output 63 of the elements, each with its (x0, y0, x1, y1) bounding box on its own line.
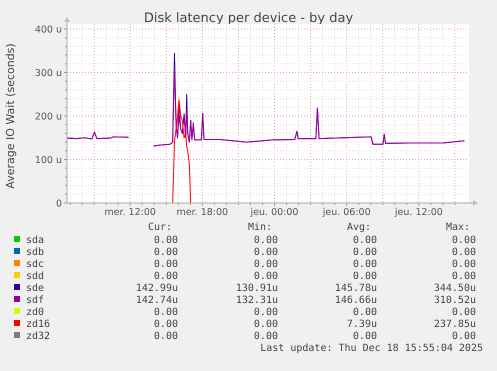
y-tick-label: 400 u (34, 24, 62, 36)
text: 0.00 (154, 331, 178, 342)
text: 0.00 (352, 235, 377, 246)
text: 0.00 (254, 259, 278, 270)
text: 0.00 (154, 319, 178, 330)
legend-label: sde (26, 283, 44, 294)
chart-title: Disk latency per device - by day (144, 11, 354, 26)
text: 0.00 (352, 247, 377, 258)
text: 0.00 (254, 235, 278, 246)
y-tick-label: 100 u (34, 155, 62, 166)
text: 0.00 (254, 319, 278, 330)
text: 130.91u (236, 283, 278, 294)
text: 0.00 (452, 307, 476, 318)
text: Avg: (346, 222, 372, 233)
text: 142.99u (136, 283, 178, 294)
text: 0.00 (352, 307, 377, 318)
text: 0.00 (352, 331, 377, 342)
text: 344.50u (434, 283, 476, 294)
text: 0.00 (154, 259, 178, 270)
text: Min: (248, 222, 272, 233)
legend-label: zd16 (26, 319, 50, 330)
text: 0.00 (154, 271, 178, 282)
y-axis-title: Average IO Wait (seconds) (4, 43, 17, 189)
text: Last update: Thu Dec 18 15:55:04 2025 (260, 343, 483, 354)
text: Max: (446, 222, 470, 233)
text: 0.00 (452, 235, 476, 246)
legend-label: sdb (26, 247, 44, 258)
x-tick-label: mer. 12:00 (104, 207, 156, 218)
text: 0.00 (254, 331, 278, 342)
text: Cur: (148, 222, 172, 233)
legend-label: sdc (26, 259, 44, 270)
text: 310.52u (434, 295, 476, 306)
x-tick-label: jeu. 00:00 (250, 207, 298, 218)
legend-label: sdd (26, 271, 44, 282)
text: 0.00 (254, 307, 278, 318)
text: 0.00 (154, 247, 178, 258)
y-tick-label: 300 u (34, 68, 62, 79)
text: 0.00 (254, 271, 278, 282)
text: 7.39u (346, 319, 377, 330)
text: 146.66u (334, 295, 377, 306)
y-tick-label: 200 u (34, 112, 62, 122)
y-tick-label: 0 (56, 198, 62, 210)
text: 0.00 (254, 247, 278, 258)
text: 0.00 (154, 235, 178, 246)
x-tick-label: mer. 18:00 (176, 207, 228, 218)
text: 0.00 (452, 247, 476, 258)
text: 0.00 (452, 331, 476, 342)
legend-label: sdf (26, 295, 44, 306)
legend-label: zd32 (26, 331, 50, 342)
x-tick-label: jeu. 06:00 (322, 207, 371, 218)
text: 132.31u (236, 295, 278, 306)
text: 0.00 (452, 271, 476, 282)
text: 142.74u (136, 295, 178, 306)
x-tick-label: jeu. 12:00 (394, 207, 443, 218)
legend-label: zd0 (26, 307, 44, 318)
text: 145.78u (334, 283, 377, 294)
line-series (172, 99, 192, 204)
legend-label: sda (26, 235, 44, 246)
text: 0.00 (452, 259, 476, 270)
text: 0.00 (352, 271, 377, 282)
text: 0.00 (352, 259, 377, 270)
text: 0.00 (154, 307, 178, 318)
text: 237.85u (434, 319, 476, 330)
